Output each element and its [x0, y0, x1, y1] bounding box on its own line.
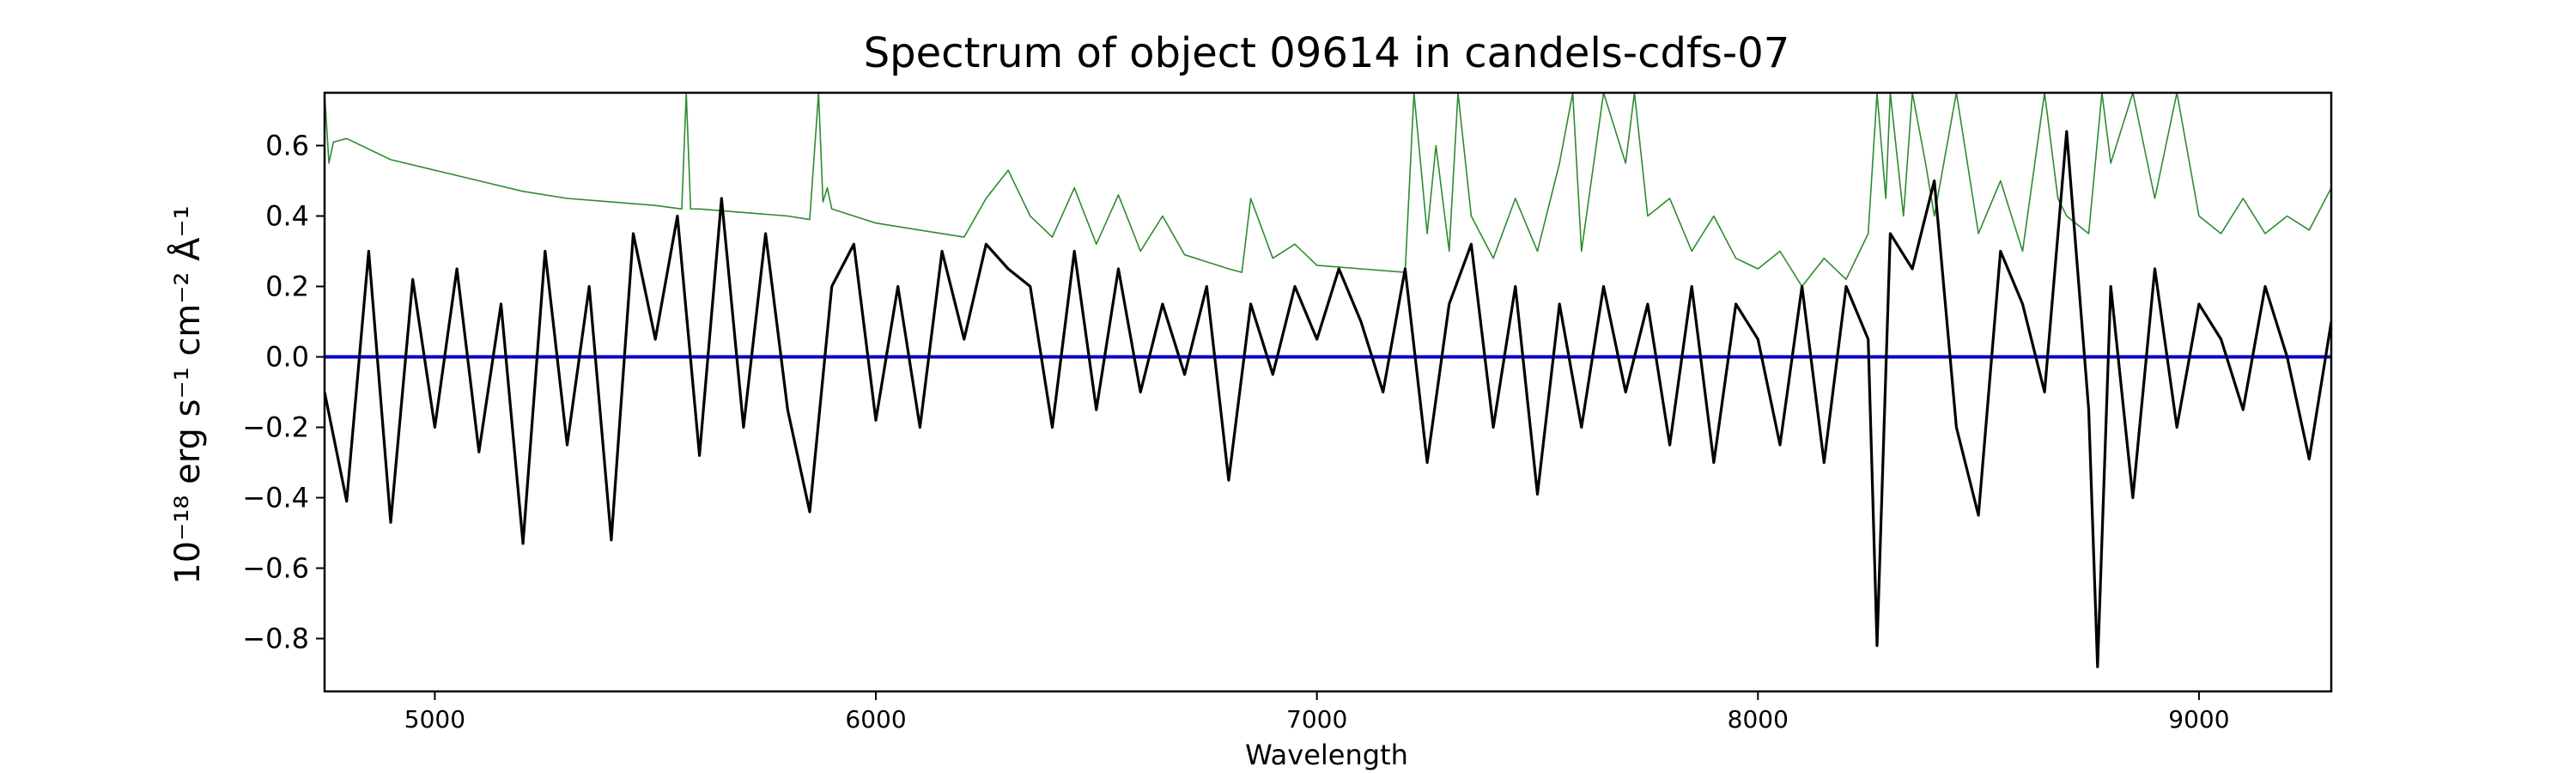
y-tick-label: −0.2	[242, 411, 309, 444]
y-tick-label: 0.6	[265, 130, 309, 162]
y-tick-label: −0.6	[242, 552, 309, 585]
x-axis-label: Wavelength	[1245, 739, 1408, 771]
series-group	[325, 93, 2331, 668]
x-tick-label: 8000	[1728, 705, 1789, 733]
y-axis-label: 10⁻¹⁸ erg s⁻¹ cm⁻² Å⁻¹	[167, 205, 208, 584]
y-tick-label: 0.4	[265, 200, 309, 233]
y-tick-label: 0.2	[265, 271, 309, 303]
y-tick-label: −0.8	[242, 623, 309, 655]
uncertainty-series-line	[325, 93, 2331, 288]
flux-series-line	[325, 130, 2331, 668]
x-tick-label: 9000	[2168, 705, 2229, 733]
axes: 5000 6000 7000 8000 9000 −0.8 −0.6 −0.4 −0.2 0.0 0…	[242, 91, 2333, 733]
x-tick-label: 5000	[404, 705, 465, 733]
plot-area	[325, 93, 2331, 668]
chart-title: Spectrum of object 09614 in candels-cdfs…	[864, 29, 1790, 77]
y-tick-label: 0.0	[265, 341, 309, 374]
plot-frame	[323, 91, 2333, 693]
y-tick-label: −0.4	[242, 482, 309, 514]
x-tick-label: 7000	[1286, 705, 1347, 733]
x-tick-label: 6000	[845, 705, 906, 733]
